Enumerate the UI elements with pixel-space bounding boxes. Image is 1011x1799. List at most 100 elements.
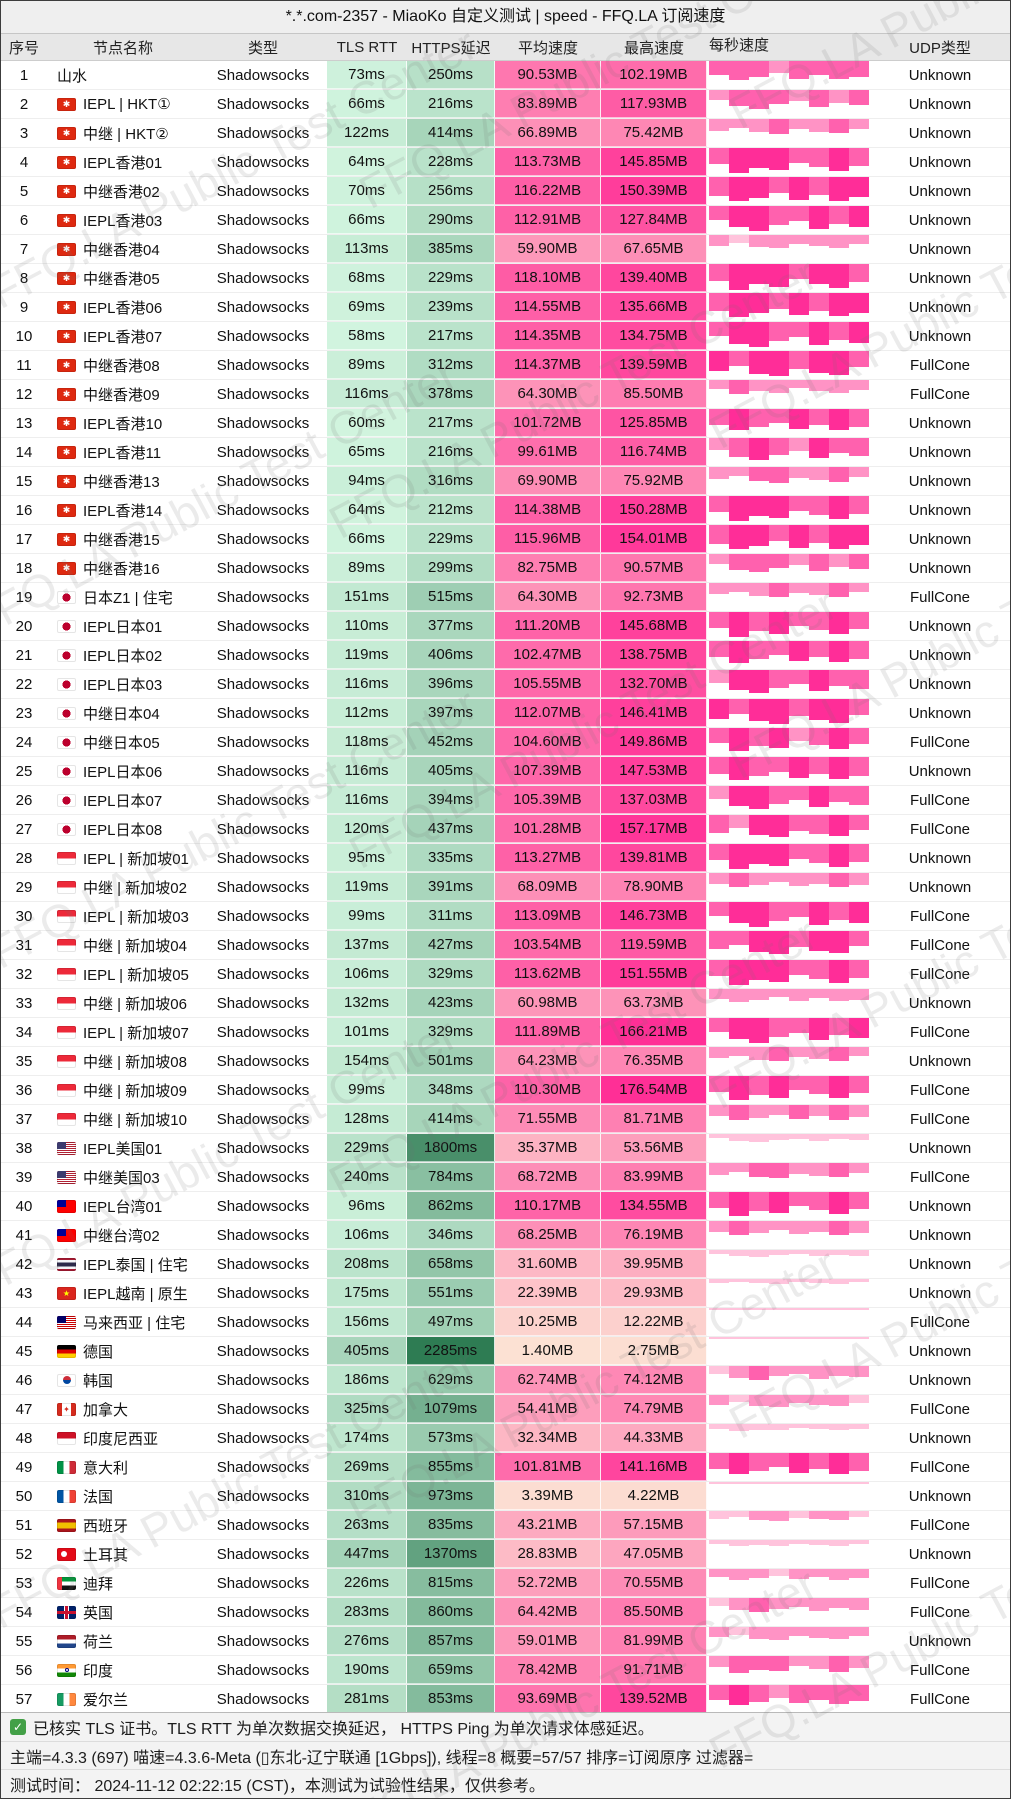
speed-bar: [829, 1453, 849, 1474]
speed-bar: [769, 989, 789, 997]
speed-bar: [829, 902, 849, 920]
max-speed: 74.12MB: [601, 1366, 707, 1394]
jp-flag-icon: [57, 735, 76, 749]
node-name-cell: 中继 | 新加坡04: [47, 931, 199, 959]
https-latency: 346ms: [407, 1221, 495, 1249]
tls-rtt: 118ms: [327, 728, 407, 756]
window-title: *.*.com-2357 - MiaoKo 自定义测试 | speed - FF…: [1, 1, 1010, 34]
table-row: 40 IEPL台湾01 Shadowsocks 96ms 862ms 110.17MB 13…: [1, 1192, 1010, 1221]
speed-bar: [709, 815, 729, 833]
speed-bar: [749, 1105, 769, 1118]
speed-bar: [729, 206, 749, 227]
node-name: 中继香港16: [83, 560, 160, 578]
speed-bar: [729, 496, 749, 521]
node-name: 法国: [83, 1488, 114, 1506]
node-name-cell: IEPL美国01: [47, 1134, 199, 1162]
udp-type: FullCone: [909, 1516, 971, 1534]
avg-speed: 116.22MB: [495, 177, 601, 205]
speed-bar: [829, 1656, 849, 1672]
th-flag-icon: [57, 1257, 76, 1271]
speed-bar: [809, 293, 829, 311]
speed-bar: [729, 264, 749, 290]
speed-bar: [769, 728, 789, 748]
row-number: 25: [15, 762, 33, 780]
protocol-type: Shadowsocks: [216, 153, 310, 171]
node-name-cell: IEPL台湾01: [47, 1192, 199, 1220]
speed-bar: [789, 1018, 809, 1033]
row-number: 44: [15, 1313, 33, 1331]
node-name: 英国: [83, 1604, 114, 1622]
avg-speed: 35.37MB: [495, 1134, 601, 1162]
table-row: 6 IEPL香港03 Shadowsocks 66ms290ms112.91MB127…: [1, 206, 1010, 235]
node-name-cell: 中继台湾02: [47, 1221, 199, 1249]
speed-bar: [789, 496, 809, 511]
table-row: 7 中继香港04 Shadowsocks 113ms385ms59.90MB67.65…: [1, 235, 1010, 264]
speed-bar: [809, 496, 829, 515]
https-latency: 316ms: [407, 467, 495, 495]
tls-rtt: 226ms: [327, 1569, 407, 1597]
speed-bar: [789, 1163, 809, 1174]
node-name: IEPL日本06: [83, 763, 163, 781]
speed-bar: [729, 1279, 749, 1282]
hk-flag-icon: [57, 300, 76, 314]
max-speed: 146.73MB: [601, 902, 707, 930]
max-speed: 53.56MB: [601, 1134, 707, 1162]
table-row: 26 IEPL日本07 Shadowsocks 116ms 394ms 105.39MB 1…: [1, 786, 1010, 815]
speed-bar: [829, 438, 849, 453]
tls-rtt: 96ms: [327, 1192, 407, 1220]
max-speed: 83.99MB: [601, 1163, 707, 1191]
speed-bar: [769, 235, 789, 248]
protocol-type: Shadowsocks: [216, 1081, 310, 1099]
row-number: 48: [15, 1429, 33, 1447]
speed-bar: [849, 815, 869, 830]
speed-bar: [849, 1395, 869, 1403]
speed-bar: [829, 1540, 849, 1546]
node-name: 日本Z1 | 住宅: [83, 589, 173, 607]
udp-type: Unknown: [908, 182, 972, 200]
es-flag-icon: [57, 1518, 76, 1532]
speed-bar: [809, 409, 829, 425]
speed-bar: [749, 1627, 769, 1639]
speed-bar: [849, 206, 869, 227]
node-name-cell: 中继日本05: [47, 728, 199, 756]
node-name-cell: 中继美国03: [47, 1163, 199, 1191]
speed-bar: [809, 1627, 829, 1638]
table-row: 17 中继香港15 Shadowsocks 66ms229ms115.96MB154.…: [1, 525, 1010, 554]
ca-flag-icon: [57, 1402, 76, 1416]
https-latency: 427ms: [407, 931, 495, 959]
per-second-speed-bars: [707, 1540, 870, 1568]
it-flag-icon: [57, 1460, 76, 1474]
row-number: 49: [15, 1458, 33, 1476]
avg-speed: 60.98MB: [495, 989, 601, 1017]
https-latency: 1800ms: [407, 1134, 495, 1162]
https-latency: 815ms: [407, 1569, 495, 1597]
row-number: 19: [15, 588, 33, 606]
table-row: 30 IEPL | 新加坡03 Shadowsocks 99ms 311ms 113.09…: [1, 902, 1010, 931]
speed-bar: [749, 757, 769, 776]
https-latency: 784ms: [407, 1163, 495, 1191]
max-speed: 145.68MB: [601, 612, 707, 640]
header-node-name: 节点名称: [92, 39, 153, 57]
tls-rtt: 68ms: [327, 264, 407, 292]
footer-time-line: 测试时间： 2024-11-12 02:22:15 (CST)，本测试为试验性结…: [1, 1770, 1010, 1798]
per-second-speed-bars: [707, 351, 870, 379]
speed-bar: [849, 1279, 869, 1282]
speed-bar: [849, 1656, 869, 1668]
avg-speed: 114.38MB: [495, 496, 601, 524]
speed-bar: [769, 1482, 789, 1484]
udp-type: Unknown: [908, 1545, 972, 1563]
table-row: 12 中继香港09 Shadowsocks 116ms378ms64.30MB85.5…: [1, 380, 1010, 409]
tls-rtt: 283ms: [327, 1598, 407, 1626]
https-latency: 229ms: [407, 264, 495, 292]
avg-speed: 112.07MB: [495, 699, 601, 727]
speed-bar: [749, 351, 769, 374]
per-second-speed-bars: [707, 728, 870, 756]
udp-type: FullCone: [909, 907, 971, 925]
avg-speed: 71.55MB: [495, 1105, 601, 1133]
speed-bar: [749, 1540, 769, 1545]
node-name-cell: 山水: [47, 61, 199, 89]
udp-type: Unknown: [908, 1139, 972, 1157]
udp-type: Unknown: [908, 1226, 972, 1244]
https-latency: 212ms: [407, 496, 495, 524]
speed-bar: [769, 670, 789, 688]
